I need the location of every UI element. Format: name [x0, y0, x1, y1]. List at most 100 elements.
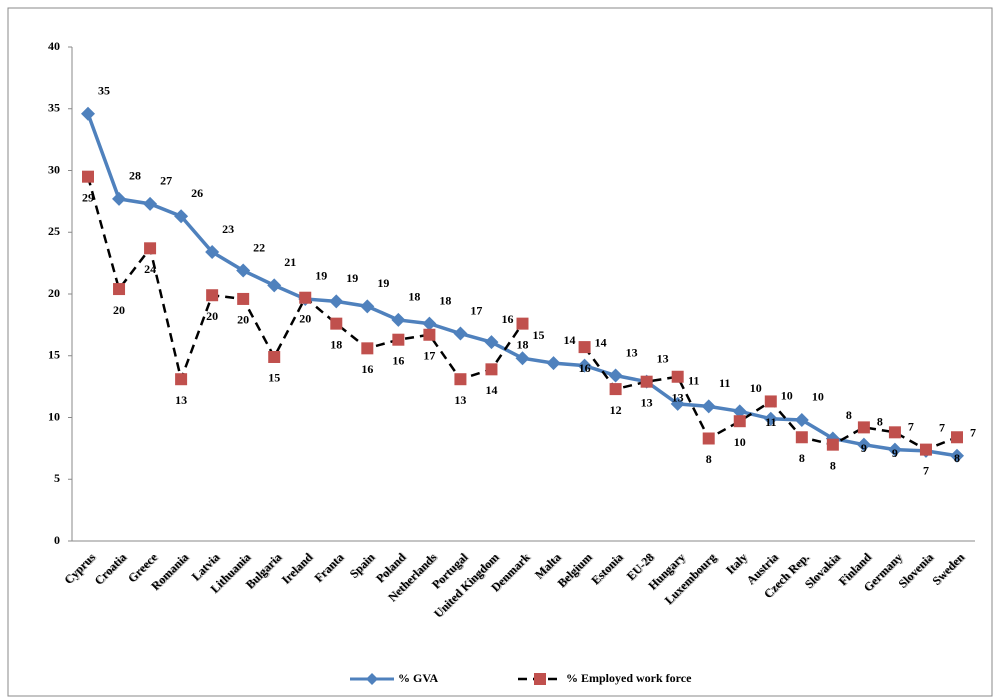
- data-label: 8: [877, 414, 883, 428]
- y-tick-label: 0: [54, 533, 60, 547]
- data-label: 8: [846, 408, 852, 422]
- data-label: 20: [299, 311, 311, 325]
- data-label: 22: [253, 240, 265, 254]
- data-label: 20: [237, 313, 249, 327]
- data-label: 16: [501, 312, 513, 326]
- data-label: 18: [517, 337, 529, 351]
- diamond-marker: [422, 316, 437, 331]
- data-label: 19: [346, 271, 358, 285]
- diamond-marker: [484, 335, 499, 350]
- diamond-marker: [174, 209, 189, 224]
- diamond-marker: [81, 106, 95, 121]
- y-tick-label: 35: [48, 101, 60, 115]
- diamond-marker: [701, 399, 716, 414]
- legend-marker: [534, 673, 546, 685]
- data-label: 7: [939, 421, 945, 435]
- chart-frame: [7, 7, 993, 697]
- data-label: 17: [423, 349, 435, 363]
- diamond-marker: [950, 448, 964, 463]
- diamond-marker: [360, 299, 375, 314]
- data-label: 7: [923, 463, 929, 477]
- square-marker: [733, 415, 746, 428]
- diamond-marker: [453, 326, 468, 341]
- square-marker: [144, 242, 157, 255]
- y-tick-label: 25: [48, 224, 60, 238]
- data-label: 13: [626, 345, 638, 359]
- diamond-marker: [236, 263, 251, 278]
- square-marker: [640, 375, 653, 388]
- data-label: 15: [268, 371, 280, 385]
- data-label: 28: [129, 169, 141, 183]
- square-marker: [299, 291, 312, 304]
- data-label: 11: [719, 376, 730, 390]
- data-label: 18: [408, 290, 420, 304]
- square-marker: [237, 292, 250, 305]
- data-label: 23: [222, 222, 234, 236]
- data-label: 21: [284, 255, 296, 269]
- square-marker: [702, 432, 715, 445]
- data-label: 10: [734, 435, 746, 449]
- diamond-marker: [267, 278, 282, 293]
- data-label: 7: [970, 426, 976, 440]
- data-label: 14: [595, 335, 607, 349]
- data-label: 18: [439, 293, 451, 307]
- data-label: 14: [485, 383, 497, 397]
- y-tick-label: 20: [48, 286, 60, 300]
- data-label: 27: [160, 174, 172, 188]
- square-marker: [485, 363, 498, 376]
- y-tick-label: 10: [48, 409, 60, 423]
- data-label: 13: [454, 393, 466, 407]
- square-marker: [578, 341, 591, 354]
- data-label: 10: [781, 388, 793, 402]
- data-label: 14: [564, 333, 576, 347]
- data-label: 8: [706, 452, 712, 466]
- diamond-marker: [608, 368, 623, 383]
- square-marker: [423, 328, 436, 341]
- square-marker: [392, 333, 405, 346]
- y-tick-label: 40: [48, 39, 60, 53]
- diamond-marker: [546, 356, 561, 371]
- square-marker: [671, 370, 684, 383]
- y-tick-label: 15: [48, 348, 60, 362]
- data-label: 13: [657, 351, 669, 365]
- square-marker: [113, 283, 126, 296]
- y-tick-label: 30: [48, 162, 60, 176]
- diamond-marker: [112, 191, 127, 206]
- diamond-marker: [205, 245, 220, 260]
- data-label: 9: [861, 441, 867, 455]
- data-label: 11: [765, 415, 776, 429]
- square-marker: [764, 395, 777, 408]
- square-marker: [175, 373, 188, 386]
- square-marker: [82, 170, 94, 183]
- diamond-marker: [732, 404, 747, 419]
- data-label: 9: [892, 446, 898, 460]
- diamond-marker: [794, 412, 809, 427]
- data-label: 8: [830, 458, 836, 472]
- data-label: 13: [672, 390, 684, 404]
- data-label: 20: [113, 303, 125, 317]
- data-label: 16: [392, 353, 404, 367]
- data-label: 16: [361, 362, 373, 376]
- diamond-marker: [391, 312, 406, 327]
- diamond-marker: [856, 437, 871, 452]
- data-label: 20: [206, 309, 218, 323]
- square-marker: [206, 289, 219, 302]
- square-marker: [888, 426, 901, 439]
- square-marker: [919, 443, 932, 456]
- diamond-marker: [577, 358, 592, 373]
- data-label: 17: [470, 303, 482, 317]
- data-label: 19: [377, 276, 389, 290]
- data-label: 15: [533, 328, 545, 342]
- data-label: 26: [191, 186, 203, 200]
- data-label: 12: [610, 403, 622, 417]
- diamond-marker: [515, 351, 530, 366]
- data-label: 35: [98, 83, 110, 97]
- diamond-marker: [763, 411, 778, 426]
- diamond-marker: [887, 442, 902, 457]
- diamond-marker: [143, 196, 158, 211]
- data-label: 8: [954, 451, 960, 465]
- data-label: 16: [579, 361, 591, 375]
- legend-marker: [366, 673, 378, 685]
- square-marker: [268, 350, 281, 363]
